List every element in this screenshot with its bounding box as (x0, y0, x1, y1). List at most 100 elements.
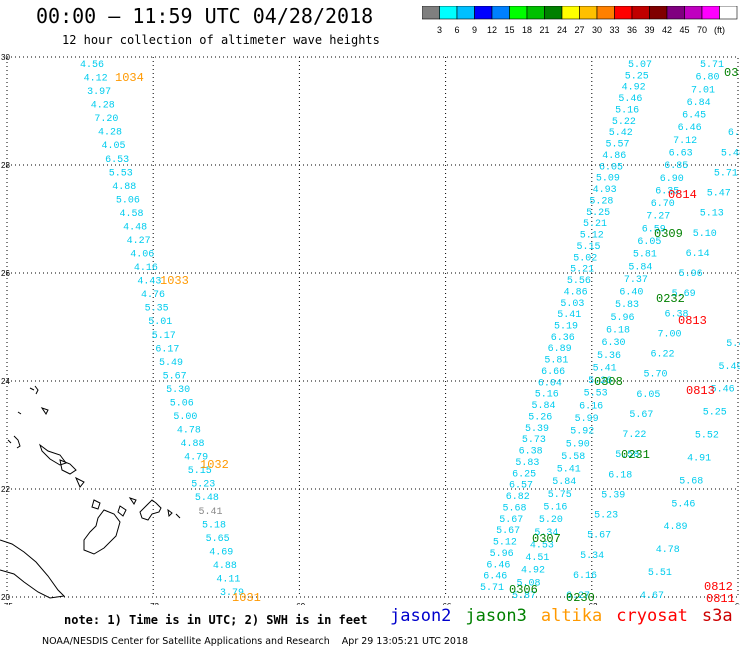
wave-height-value: 6.70 (651, 199, 675, 210)
colorbar-label: 15 (504, 25, 514, 35)
wave-height-value: 5.21 (583, 219, 607, 230)
wave-height-value: 5.22 (612, 117, 636, 128)
satellite-legend-jason3: jason3 (465, 606, 527, 626)
wave-height-value: 4.91 (687, 453, 711, 464)
wave-height-value: 5.00 (173, 412, 197, 423)
wave-height-value: 5.44 (726, 339, 740, 350)
colorbar-label: 33 (609, 25, 619, 35)
wave-height-map: 4.56 4.12 3.97 4.28 7.20 4.28 4.05 6.53 5.53 4.88… (0, 53, 740, 605)
color-scale-legend: 3 6 9 12 15 18 21 24 27 30 33 36 39 42 45 70 (ft) (422, 6, 738, 35)
wave-height-value: 5.67 (629, 410, 653, 421)
wave-height-value: 6.85 (664, 161, 688, 172)
lat-lon-grid (6, 56, 739, 598)
wave-height-value: 6.05 (599, 162, 623, 173)
wave-height-value: 6.53 (105, 155, 129, 166)
wave-height-value: 5.67 (499, 515, 523, 526)
lat-tick-label: 30 (1, 53, 10, 62)
wave-height-value: 5.46 (671, 499, 695, 510)
lat-tick-label: 24 (1, 377, 10, 386)
wave-height-value: 5.68 (503, 503, 527, 514)
wave-height-value: 6.46 (678, 123, 702, 134)
lat-tick-label: 28 (1, 161, 10, 170)
pass-time-label: 0231 (621, 448, 650, 462)
colorbar-label: 42 (662, 25, 672, 35)
wave-height-value: 5.49 (718, 362, 740, 373)
wave-height-value: 5.16 (543, 503, 567, 514)
wave-height-value: 5.34 (534, 528, 558, 539)
wave-height-value: 6.46 (486, 560, 510, 571)
wave-height-value: 6.59 (642, 224, 666, 235)
wave-height-value: 5.17 (152, 331, 176, 342)
wave-height-value: 4.69 (209, 547, 233, 558)
wave-height-value: 6.38 (519, 447, 543, 458)
wave-height-value: 5.30 (166, 385, 190, 396)
wave-height-value: 4.06 (130, 250, 154, 261)
wave-height-value: 5.46 (711, 385, 735, 396)
map-title: 00:00 – 11:59 UTC 04/28/2018 (36, 4, 374, 28)
wave-height-value: 5.16 (615, 105, 639, 116)
colorbar-label: 6 (454, 25, 459, 35)
lon-tick-label: -66 (440, 602, 452, 605)
wave-height-value: 5.12 (493, 538, 517, 549)
wave-height-value: 4.16 (134, 263, 158, 274)
wave-height-value: 5.41 (593, 363, 617, 374)
island-eleuthera (34, 385, 39, 395)
wave-height-value: 6.18 (606, 326, 630, 337)
wave-height-value: 5.48 (195, 493, 219, 504)
pass-time-label: 0306 (509, 583, 538, 597)
wave-height-value: 6.46 (483, 572, 507, 583)
wave-height-value: 4.89 (664, 522, 688, 533)
wave-height-value: 5.28 (589, 196, 613, 207)
credit-line: NOAA/NESDIS Center for Satellite Applica… (42, 636, 469, 647)
wave-height-value: 5.71 (480, 583, 504, 594)
lat-tick-label: 26 (1, 269, 10, 278)
wave-height-value: 5.84 (531, 401, 555, 412)
wave-height-value: 5.70 (643, 370, 667, 381)
pass-time-label: 1032 (200, 458, 229, 472)
lon-tick-label: -72 (147, 602, 159, 605)
colorbar-label: 45 (679, 25, 689, 35)
units-note: note: 1) Time is in UTC; 2) SWH is in fe… (64, 613, 368, 627)
wave-height-value: 4.79 (184, 453, 208, 464)
wave-height-value: 5.83 (515, 458, 539, 469)
wave-height-value: 6.66 (541, 367, 565, 378)
wave-height-value: 5.75 (548, 490, 572, 501)
wave-height-value: 5.56 (567, 276, 591, 287)
wave-height-value: 5.48 (721, 148, 740, 159)
wave-height-value: 5.84 (628, 262, 652, 273)
wave-height-value: 5.92 (570, 427, 594, 438)
wave-height-value: 5.96 (610, 313, 634, 324)
wave-height-value: 5.18 (202, 520, 226, 531)
wave-height-value: 6.38 (665, 309, 689, 320)
coastlines (0, 385, 181, 599)
wave-height-value: 5.26 (528, 412, 552, 423)
wave-height-value: 6.25 (512, 469, 536, 480)
wave-height-value: 5.73 (522, 435, 546, 446)
wave-height-value: 5.71 (700, 60, 724, 71)
wave-height-value: 5.08 (516, 578, 540, 589)
colorbar-label: 3 (437, 25, 442, 35)
pass-time-label: 0814 (668, 188, 697, 202)
wave-height-value: 7.12 (673, 136, 697, 147)
wave-height-value: 4.93 (593, 185, 617, 196)
wave-height-value: 5.01 (148, 317, 172, 328)
wave-height-value: 5.53 (109, 168, 133, 179)
wave-height-value: 3.79 (220, 588, 244, 599)
wave-height-value: 6.90 (660, 174, 684, 185)
island-small (17, 387, 49, 415)
colorbar-label: 18 (522, 25, 532, 35)
wave-height-value: 5.35 (145, 304, 169, 315)
wave-height-value: 5.16 (535, 390, 559, 401)
wave-height-value: 7.22 (622, 430, 646, 441)
island-exuma (39, 443, 67, 466)
wave-height-value: 5.19 (554, 322, 578, 333)
wave-height-value: 4.53 (530, 540, 554, 551)
pass-time-label: 0813 (678, 314, 707, 328)
wave-height-value: 5.58 (561, 452, 585, 463)
pass-time-label: 0309 (654, 227, 683, 241)
pass-time-label: 0232 (656, 292, 685, 306)
colorbar-swatch (719, 6, 738, 20)
wave-height-value: 5.96 (490, 549, 514, 560)
lon-tick-label: -69 (294, 602, 306, 605)
satellite-legend-jason2: jason2 (390, 606, 452, 626)
